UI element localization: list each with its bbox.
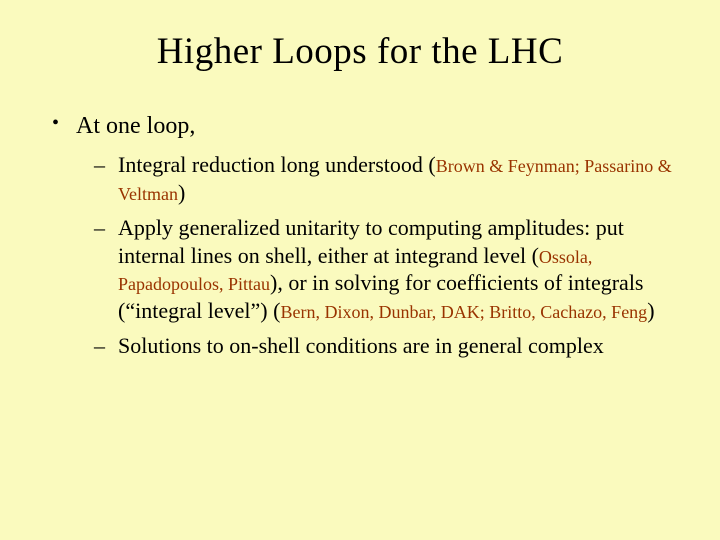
body-text: ) [647,298,654,323]
list-item: At one loop, Integral reduction long und… [46,111,680,360]
citation-text: Bern, Dixon, Dunbar, DAK; Britto, Cachaz… [280,302,647,322]
slide-title: Higher Loops for the LHC [40,30,680,73]
body-text: Solutions to on-shell conditions are in … [118,333,604,358]
body-text: ) [178,180,185,205]
list-item: Integral reduction long understood (Brow… [94,151,680,206]
list-item: Solutions to on-shell conditions are in … [94,332,680,360]
l1-text: At one loop, [76,113,195,139]
body-text: Integral reduction long understood ( [118,152,436,177]
bullet-list-level2: Integral reduction long understood (Brow… [94,151,680,360]
bullet-list-level1: At one loop, Integral reduction long und… [46,111,680,360]
slide: Higher Loops for the LHC At one loop, In… [0,0,720,540]
list-item: Apply generalized unitarity to computing… [94,214,680,324]
